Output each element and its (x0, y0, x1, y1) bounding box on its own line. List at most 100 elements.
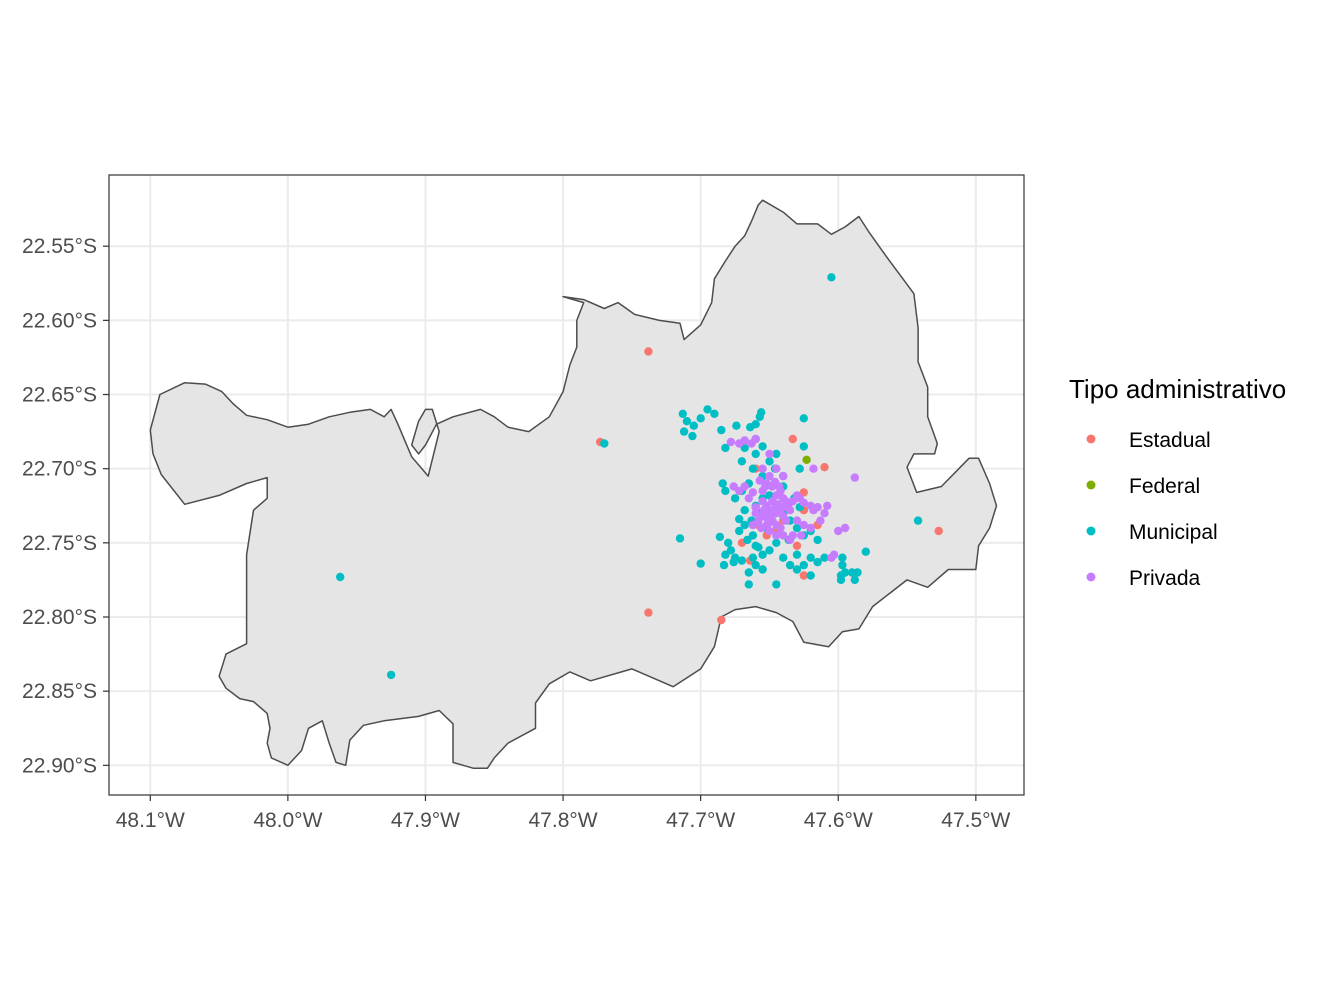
point-municipal (813, 535, 822, 545)
point-municipal (785, 560, 795, 570)
y-axis: 22.55°S 22.60°S 22.65°S 22.70°S 22.75°S 22.80… (22, 235, 109, 777)
point-municipal (721, 443, 730, 453)
point-privada (850, 473, 859, 482)
point-municipal (737, 556, 747, 565)
series-federal (802, 455, 811, 464)
point-municipal (744, 568, 753, 577)
y-tick-label: 22.65°S (22, 384, 97, 407)
point-municipal (689, 421, 698, 430)
point-privada (757, 523, 766, 533)
point-municipal (748, 553, 758, 562)
point-municipal (735, 526, 744, 536)
point-privada (744, 494, 753, 503)
point-estadual (644, 347, 653, 356)
x-tick-label: 47.9°W (391, 809, 460, 832)
point-privada (827, 553, 836, 562)
point-municipal (721, 486, 730, 496)
y-tick-label: 22.80°S (22, 606, 97, 629)
point-privada (781, 516, 791, 525)
x-axis: 48.1°W 48.0°W 47.9°W 47.8°W 47.7°W 47.6°W 47.5… (116, 795, 1011, 832)
point-municipal (717, 425, 726, 435)
point-municipal (772, 580, 781, 589)
legend-title: Tipo administrativo (1069, 374, 1286, 404)
legend-label-federal: Federal (1129, 475, 1200, 498)
point-municipal (688, 431, 697, 441)
point-municipal (840, 568, 850, 577)
point-privada (740, 436, 749, 445)
point-municipal (850, 575, 859, 585)
point-privada (809, 464, 818, 473)
point-municipal (696, 414, 705, 423)
legend-key-estadual (1086, 434, 1096, 444)
point-privada (820, 509, 829, 518)
point-municipal (792, 523, 802, 533)
point-privada (799, 498, 808, 507)
point-municipal (792, 550, 802, 559)
point-municipal (765, 546, 774, 555)
point-municipal (758, 565, 767, 574)
point-municipal (696, 559, 705, 568)
point-municipal (718, 479, 727, 488)
x-tick-label: 47.7°W (666, 809, 735, 832)
point-estadual (799, 571, 808, 580)
school-points (336, 273, 943, 680)
point-municipal (838, 553, 847, 562)
municipality-boundary (149, 199, 998, 770)
point-municipal (779, 553, 788, 562)
point-estadual (934, 526, 943, 536)
point-municipal (679, 427, 689, 436)
legend-label-estadual: Estadual (1129, 429, 1211, 452)
point-privada (772, 531, 781, 540)
point-privada (796, 531, 806, 540)
point-privada (776, 523, 785, 533)
point-municipal (806, 553, 815, 562)
point-municipal (336, 572, 345, 582)
panel-border (108, 174, 1025, 796)
point-privada (761, 482, 770, 491)
y-tick-label: 22.85°S (22, 680, 97, 703)
legend-key-privada (1086, 572, 1096, 582)
legend-item-privada: Privada (1086, 567, 1201, 590)
point-privada (748, 488, 758, 497)
legend-label-privada: Privada (1129, 567, 1201, 590)
point-municipal (715, 532, 725, 542)
point-municipal (799, 442, 808, 451)
point-municipal (748, 464, 758, 473)
point-privada (751, 509, 760, 518)
point-privada (779, 471, 788, 481)
point-privada (823, 501, 832, 510)
point-privada (751, 503, 760, 512)
point-municipal (758, 442, 767, 451)
point-municipal (838, 560, 847, 570)
point-estadual (717, 615, 726, 625)
point-municipal (861, 547, 870, 556)
point-municipal (740, 520, 749, 530)
legend-item-federal: Federal (1086, 475, 1200, 498)
y-tick-label: 22.90°S (22, 754, 97, 777)
x-tick-label: 47.8°W (529, 809, 598, 832)
point-municipal (719, 560, 729, 570)
legend-item-municipal: Municipal (1086, 521, 1218, 544)
point-privada (765, 517, 774, 527)
point-municipal (748, 531, 758, 540)
point-municipal (913, 516, 923, 525)
point-municipal (792, 565, 802, 574)
point-privada (765, 526, 774, 536)
point-municipal (820, 553, 829, 562)
point-municipal (755, 412, 764, 421)
point-municipal (827, 273, 836, 282)
point-municipal (386, 670, 396, 680)
plot-panel (108, 174, 1025, 796)
point-privada (840, 523, 850, 533)
point-municipal (765, 457, 774, 466)
x-tick-label: 47.5°W (941, 809, 1010, 832)
point-municipal (799, 560, 808, 570)
point-municipal (836, 575, 846, 585)
point-estadual (799, 488, 808, 497)
point-privada (748, 520, 758, 530)
point-municipal (721, 550, 730, 559)
point-privada (785, 535, 795, 545)
legend-item-estadual: Estadual (1086, 429, 1211, 452)
legend-key-municipal (1086, 526, 1096, 536)
